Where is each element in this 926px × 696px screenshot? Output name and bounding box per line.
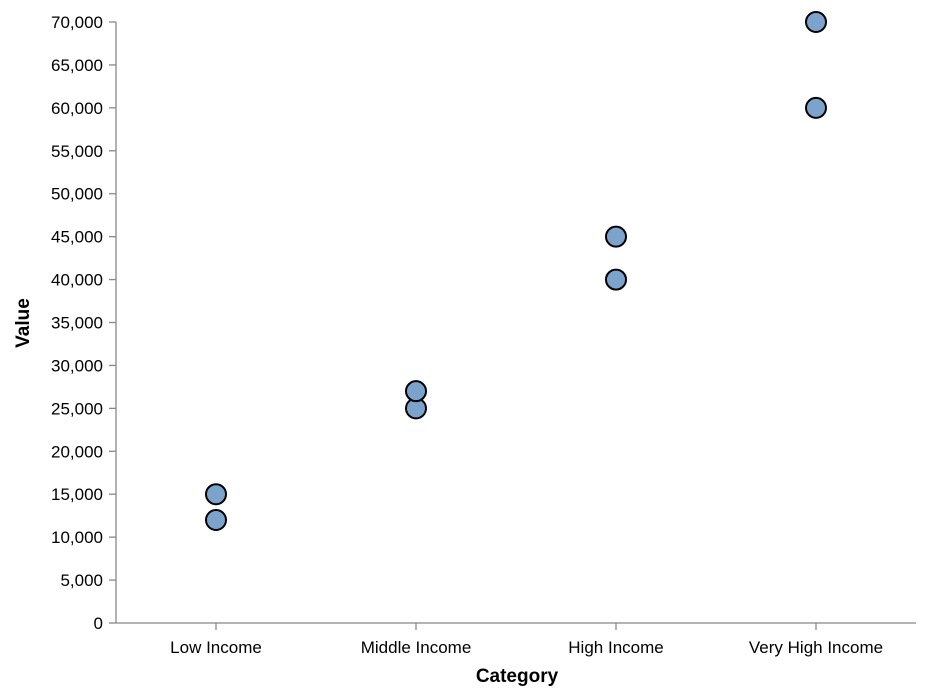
y-tick-label: 60,000	[51, 99, 103, 118]
data-point[interactable]	[205, 508, 227, 531]
y-tick-label: 70,000	[51, 13, 103, 32]
x-axis-title: Category	[476, 666, 559, 687]
y-axis: 0 5,000 10,000 15,000 20,000 25,000 30,000 35,0…	[51, 13, 117, 633]
y-tick-label: 55,000	[51, 142, 103, 161]
y-axis-title: Value	[13, 298, 34, 348]
y-tick-label: 25,000	[51, 399, 103, 418]
x-tick-label: High Income	[568, 638, 663, 657]
y-tick-label: 50,000	[51, 185, 103, 204]
data-point[interactable]	[205, 483, 227, 506]
y-tick-label: 0	[94, 614, 103, 633]
x-axis: Low Income Middle Income High Income Very H…	[116, 622, 916, 657]
data-point[interactable]	[805, 11, 827, 33]
x-tick-label: Middle Income	[361, 638, 472, 657]
y-tick-label: 35,000	[51, 314, 103, 333]
x-tick-label: Low Income	[170, 638, 262, 657]
y-tick-label: 40,000	[51, 271, 103, 290]
y-tick-label: 20,000	[51, 442, 103, 461]
y-tick-label: 30,000	[51, 356, 103, 375]
data-point[interactable]	[405, 380, 427, 403]
data-points	[205, 11, 827, 531]
data-point[interactable]	[605, 225, 627, 248]
y-tick-label: 5,000	[60, 571, 103, 590]
y-tick-label: 45,000	[51, 228, 103, 247]
data-point[interactable]	[605, 268, 627, 291]
y-tick-label: 65,000	[51, 56, 103, 75]
y-tick-label: 10,000	[51, 528, 103, 547]
data-point[interactable]	[805, 96, 827, 119]
y-tick-label: 15,000	[51, 485, 103, 504]
x-tick-label: Very High Income	[749, 638, 883, 657]
